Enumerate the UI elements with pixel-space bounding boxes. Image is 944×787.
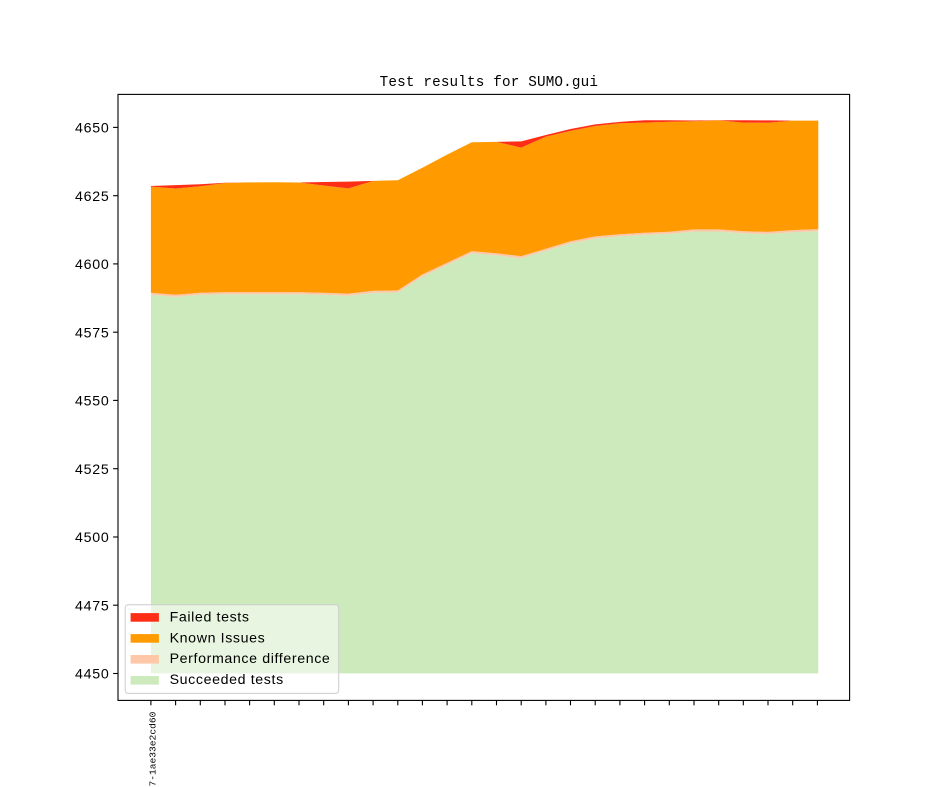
svg-text:4475: 4475: [75, 598, 110, 614]
svg-text:Known Issues: Known Issues: [170, 630, 266, 646]
svg-text:4550: 4550: [75, 394, 110, 410]
svg-text:Performance difference: Performance difference: [170, 651, 331, 667]
svg-text:4600: 4600: [75, 257, 110, 273]
svg-text:4650: 4650: [75, 121, 110, 137]
svg-text:4525: 4525: [75, 462, 110, 478]
svg-text:Failed tests: Failed tests: [170, 609, 250, 625]
svg-text:Succeeded tests: Succeeded tests: [170, 672, 284, 688]
svg-text:4500: 4500: [75, 530, 110, 546]
svg-text:4450: 4450: [75, 667, 110, 683]
svg-text:Test results for SUMO.gui: Test results for SUMO.gui: [380, 75, 599, 91]
svg-text:4625: 4625: [75, 189, 110, 205]
svg-text:7-1ae33e2cd60: 7-1ae33e2cd60: [147, 711, 158, 786]
svg-text:4575: 4575: [75, 325, 110, 341]
